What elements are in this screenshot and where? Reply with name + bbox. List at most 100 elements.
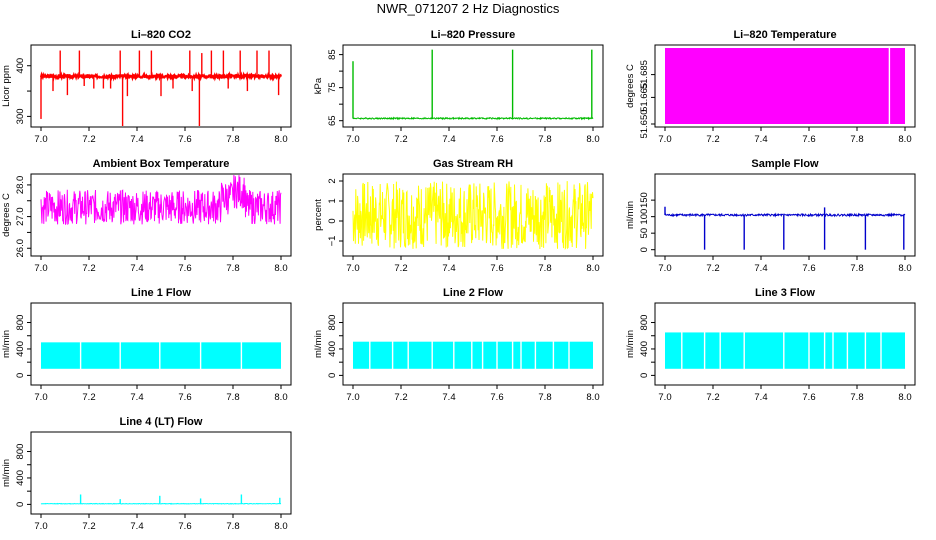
x-tick-label: 7.6 [802, 392, 815, 403]
x-tick-label: 7.6 [178, 134, 191, 145]
x-tick-label: 7.6 [802, 134, 815, 145]
plot-frame [654, 44, 916, 128]
y-axis-label: ml/min [625, 330, 636, 358]
plot-frame [342, 302, 604, 386]
y-axis-label: ml/min [625, 201, 636, 229]
page-title: NWR_071207 2 Hz Diagnostics [376, 1, 560, 16]
x-tick-label: 7.8 [226, 263, 239, 274]
plot-title: Li–820 Temperature [733, 29, 836, 41]
x-tick-label: 7.4 [130, 134, 143, 145]
y-tick-label: 800 [327, 315, 338, 331]
data-band [665, 48, 905, 124]
y-tick-label: 100 [639, 209, 650, 225]
plot-title: Line 2 Flow [443, 287, 503, 299]
x-tick-label: 7.0 [658, 392, 671, 403]
x-tick-label: 7.0 [346, 392, 359, 403]
x-tick-label: 7.2 [82, 521, 95, 532]
x-tick-label: 7.2 [394, 134, 407, 145]
x-tick-label: 7.4 [130, 263, 143, 274]
data-band [41, 342, 281, 369]
plot-p0: Li–820 CO2 Licor ppm 7.0 7.2 7.4 7.6 7.8 8.0 300… [1, 29, 292, 145]
x-tick-label: 7.6 [490, 263, 503, 274]
y-tick-label: 400 [15, 58, 26, 74]
x-tick-label: 7.0 [34, 521, 47, 532]
y-tick-label: 150 [639, 192, 650, 208]
y-axis-label: Licor ppm [1, 65, 12, 107]
y-tick-label: 65 [327, 115, 338, 126]
plot-p2: Li–820 Temperature degrees C 7.0 7.2 7.4 7.6 7… [625, 29, 916, 145]
y-tick-label: 800 [639, 315, 650, 331]
y-tick-label: 0 [639, 247, 650, 252]
y-axis-label: ml/min [1, 459, 12, 487]
y-axis-label: kPa [313, 77, 324, 94]
x-tick-label: 7.2 [82, 134, 95, 145]
data-band [353, 341, 593, 369]
x-tick-label: 7.4 [130, 521, 143, 532]
plot-title: Sample Flow [751, 158, 819, 170]
y-axis-label: percent [313, 199, 324, 231]
x-tick-label: 7.0 [34, 134, 47, 145]
plot-title: Li–820 CO2 [131, 29, 191, 41]
data-series [352, 116, 594, 121]
x-tick-label: 8.0 [586, 134, 599, 145]
x-tick-label: 7.6 [178, 392, 191, 403]
x-tick-label: 7.0 [34, 263, 47, 274]
plot-frame [30, 302, 292, 386]
x-tick-label: 7.6 [178, 521, 191, 532]
data-series [352, 181, 594, 251]
plot-title: Line 3 Flow [755, 287, 815, 299]
x-tick-label: 7.0 [346, 263, 359, 274]
y-tick-label: 27.0 [15, 207, 26, 226]
y-tick-label: 400 [327, 341, 338, 357]
x-tick-label: 8.0 [898, 392, 911, 403]
plot-frame [30, 44, 292, 128]
plot-p4: Gas Stream RH percent 7.0 7.2 7.4 7.6 7.8 8.0 −1… [313, 158, 604, 274]
x-tick-label: 7.8 [538, 263, 551, 274]
plot-p1: Li–820 Pressure kPa 7.0 7.2 7.4 7.6 7.8 8.0 65 75… [313, 29, 604, 145]
x-tick-label: 7.2 [394, 392, 407, 403]
x-tick-label: 7.8 [850, 392, 863, 403]
plot-p7: Line 2 Flow ml/min 7.0 7.2 7.4 7.6 7.8 8.0 0 400 8… [313, 287, 604, 403]
x-tick-label: 7.0 [346, 134, 359, 145]
x-tick-label: 7.6 [802, 263, 815, 274]
y-tick-label: 1 [327, 198, 338, 203]
x-tick-label: 7.6 [490, 392, 503, 403]
plot-title: Line 1 Flow [131, 287, 191, 299]
plot-title: Gas Stream RH [433, 158, 513, 170]
data-series [40, 502, 282, 505]
y-tick-label: 400 [15, 470, 26, 486]
plot-frame [654, 302, 916, 386]
x-tick-label: 7.0 [658, 263, 671, 274]
y-tick-label: 0 [15, 373, 26, 378]
x-tick-label: 7.6 [178, 263, 191, 274]
y-tick-label: 2 [327, 178, 338, 183]
x-tick-label: 8.0 [274, 263, 287, 274]
y-tick-label: 0 [327, 218, 338, 223]
plot-frame [654, 173, 916, 257]
x-tick-label: 7.8 [538, 392, 551, 403]
plot-frame [30, 173, 292, 257]
x-tick-label: 7.4 [754, 392, 767, 403]
data-series [40, 174, 282, 226]
plot-frame [30, 431, 292, 515]
plot-p5: Sample Flow ml/min 7.0 7.2 7.4 7.6 7.8 8.0 0 50 10… [625, 158, 916, 274]
x-tick-label: 8.0 [274, 134, 287, 145]
x-tick-label: 8.0 [898, 263, 911, 274]
y-tick-label: 51.650 [639, 109, 650, 138]
y-axis-label: degrees C [1, 193, 12, 237]
plot-frame [342, 44, 604, 128]
plot-p3: Ambient Box Temperature degrees C 7.0 7.2 7.… [1, 158, 292, 274]
x-tick-label: 7.8 [850, 263, 863, 274]
x-tick-label: 7.2 [82, 263, 95, 274]
y-tick-label: 26.0 [15, 239, 26, 258]
y-tick-label: 0 [327, 373, 338, 378]
x-tick-label: 7.4 [130, 392, 143, 403]
y-tick-label: 400 [639, 341, 650, 357]
plot-title: Ambient Box Temperature [93, 158, 230, 170]
plot-frame [342, 173, 604, 257]
y-tick-label: 400 [15, 341, 26, 357]
plot-p8: Line 3 Flow ml/min 7.0 7.2 7.4 7.6 7.8 8.0 0 400 8… [625, 287, 916, 403]
x-tick-label: 7.4 [442, 392, 455, 403]
plot-title: Line 4 (LT) Flow [120, 416, 203, 428]
